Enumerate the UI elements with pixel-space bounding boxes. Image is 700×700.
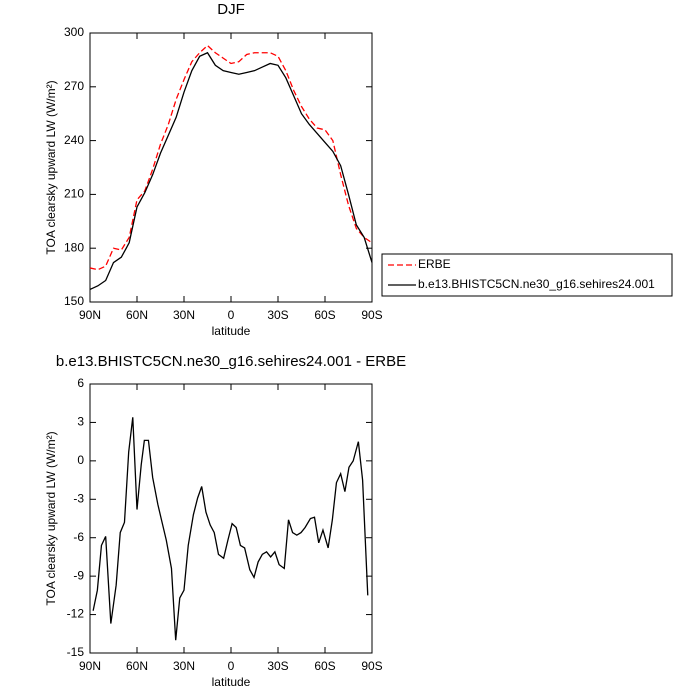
data-line — [89, 44, 373, 271]
x-tick-label: 0 — [228, 308, 235, 322]
y-tick-label: -9 — [73, 568, 84, 582]
y-tick-label: -15 — [67, 645, 85, 659]
x-tick-label: 30N — [173, 659, 195, 673]
x-tick-label: 60N — [126, 659, 148, 673]
plot-frame — [89, 32, 373, 303]
x-tick-label: 30S — [267, 659, 288, 673]
x-tick-label: 90N — [79, 659, 101, 673]
legend-box — [381, 253, 673, 297]
x-tick-label: 90S — [361, 308, 382, 322]
y-tick-label: 150 — [64, 294, 84, 308]
y-axis-label: TOA clearsky upward LW (W/m²) — [44, 431, 58, 605]
y-tick-label: 6 — [77, 376, 84, 390]
y-axis-label: TOA clearsky upward LW (W/m²) — [44, 80, 58, 254]
data-line — [92, 417, 369, 641]
y-tick-label: 240 — [64, 133, 84, 147]
x-axis-label: latitude — [212, 675, 251, 689]
x-tick-label: 0 — [228, 659, 235, 673]
y-tick-label: 180 — [64, 240, 84, 254]
y-tick-label: -12 — [67, 607, 85, 621]
y-tick-label: 270 — [64, 79, 84, 93]
y-tick-label: -6 — [73, 530, 84, 544]
x-tick-label: 60S — [314, 308, 335, 322]
legend-label: ERBE — [418, 257, 451, 271]
x-tick-label: 60S — [314, 659, 335, 673]
x-tick-label: 30N — [173, 308, 195, 322]
x-tick-label: 90N — [79, 308, 101, 322]
chart-title: DJF — [217, 1, 245, 18]
data-line — [89, 51, 373, 291]
y-tick-label: 300 — [64, 25, 84, 39]
x-tick-label: 30S — [267, 308, 288, 322]
legend-label: b.e13.BHISTC5CN.ne30_g16.sehires24.001 — [418, 277, 655, 291]
x-axis-label: latitude — [212, 324, 251, 338]
y-tick-label: -3 — [73, 491, 84, 505]
chart-title: b.e13.BHISTC5CN.ne30_g16.sehires24.001 -… — [56, 353, 406, 370]
x-tick-label: 90S — [361, 659, 382, 673]
y-tick-label: 210 — [64, 187, 84, 201]
x-tick-label: 60N — [126, 308, 148, 322]
y-tick-label: 3 — [77, 415, 84, 429]
y-tick-label: 0 — [77, 453, 84, 467]
